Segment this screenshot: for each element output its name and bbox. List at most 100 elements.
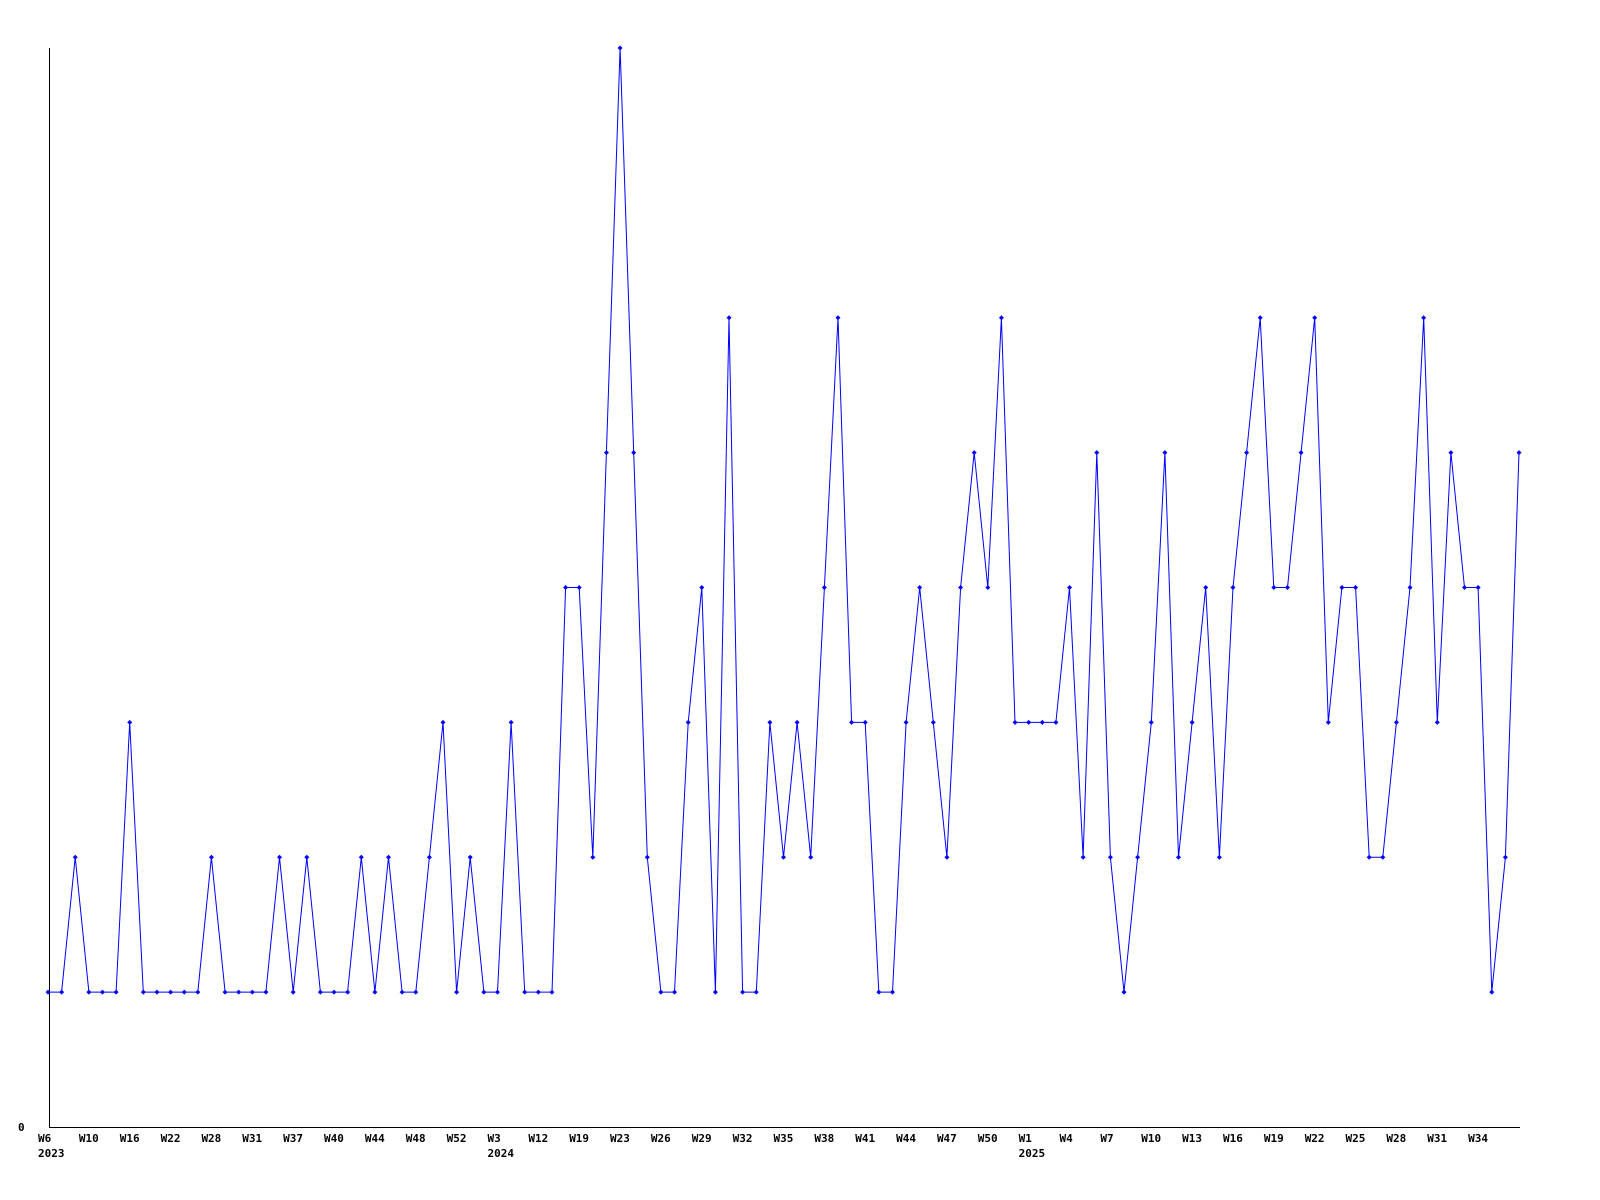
data-point bbox=[1189, 719, 1195, 725]
data-point bbox=[1448, 450, 1454, 456]
x-tick-label: W31 bbox=[1427, 1132, 1447, 1145]
data-point bbox=[699, 585, 705, 590]
data-point bbox=[1080, 854, 1086, 860]
data-point bbox=[1135, 854, 1141, 860]
data-point bbox=[277, 854, 283, 860]
data-point bbox=[712, 989, 718, 995]
data-point bbox=[1257, 315, 1263, 321]
x-tick-label: W31 bbox=[242, 1132, 262, 1145]
x-tick-label: W6 bbox=[38, 1132, 52, 1145]
data-point bbox=[304, 854, 310, 860]
x-tick-label: W41 bbox=[855, 1132, 875, 1145]
data-point bbox=[1393, 719, 1399, 725]
data-point bbox=[1502, 854, 1508, 860]
x-tick-label: W34 bbox=[1468, 1132, 1488, 1145]
data-point bbox=[331, 989, 337, 995]
data-point bbox=[1216, 854, 1222, 860]
data-point bbox=[1339, 585, 1345, 590]
data-point bbox=[522, 989, 528, 995]
x-tick-label: W28 bbox=[201, 1132, 221, 1145]
year-label: 2024 bbox=[487, 1147, 514, 1160]
data-point bbox=[985, 585, 991, 590]
data-point bbox=[767, 719, 773, 725]
data-point bbox=[290, 989, 296, 995]
data-point bbox=[1175, 854, 1181, 860]
data-point bbox=[576, 585, 582, 590]
data-point bbox=[1244, 450, 1250, 456]
data-point bbox=[195, 989, 201, 995]
data-point bbox=[399, 989, 405, 995]
x-tick-label: W16 bbox=[1223, 1132, 1243, 1145]
data-point bbox=[1203, 585, 1209, 590]
data-point bbox=[781, 854, 786, 860]
data-point bbox=[644, 854, 650, 860]
x-tick-label: W47 bbox=[937, 1132, 957, 1145]
data-point bbox=[876, 989, 882, 995]
x-tick-label: W35 bbox=[774, 1132, 794, 1145]
x-tick-label: W52 bbox=[447, 1132, 467, 1145]
data-point bbox=[426, 854, 432, 860]
x-tick-label: W48 bbox=[406, 1132, 426, 1145]
x-tick-label: W40 bbox=[324, 1132, 344, 1145]
data-point bbox=[1434, 719, 1440, 725]
data-point bbox=[413, 989, 419, 995]
data-point bbox=[740, 989, 746, 995]
x-tick-label: W29 bbox=[692, 1132, 712, 1145]
x-tick-label: W23 bbox=[610, 1132, 630, 1145]
data-point bbox=[1421, 315, 1427, 321]
x-tick-label: W44 bbox=[365, 1132, 385, 1145]
x-tick-label: W12 bbox=[528, 1132, 548, 1145]
data-point bbox=[1462, 585, 1468, 590]
data-point bbox=[1516, 450, 1522, 456]
data-point bbox=[1298, 450, 1304, 456]
data-point bbox=[658, 989, 664, 995]
data-point bbox=[249, 989, 255, 995]
data-point bbox=[181, 989, 187, 995]
data-point bbox=[1325, 719, 1331, 725]
data-point bbox=[45, 989, 51, 995]
x-tick-label: W50 bbox=[978, 1132, 998, 1145]
data-point bbox=[1094, 450, 1100, 456]
data-point bbox=[917, 585, 923, 590]
data-point bbox=[1312, 315, 1318, 321]
data-point bbox=[1353, 585, 1359, 590]
x-tick-label: W3 bbox=[487, 1132, 500, 1145]
data-point bbox=[481, 989, 487, 995]
x-tick-label: W19 bbox=[1264, 1132, 1284, 1145]
x-tick-label: W38 bbox=[814, 1132, 834, 1145]
data-point bbox=[726, 315, 732, 321]
data-point bbox=[685, 719, 691, 725]
data-point bbox=[1053, 719, 1059, 725]
data-point bbox=[467, 854, 473, 860]
data-point bbox=[1271, 585, 1277, 590]
x-tick-label: W22 bbox=[161, 1132, 181, 1145]
data-point bbox=[208, 854, 214, 860]
data-point bbox=[1230, 585, 1236, 590]
data-point bbox=[821, 585, 827, 590]
data-point bbox=[1012, 719, 1018, 725]
data-point bbox=[263, 989, 269, 995]
data-point bbox=[1026, 719, 1032, 725]
data-point bbox=[998, 315, 1004, 321]
data-point bbox=[930, 719, 936, 725]
data-point bbox=[1407, 585, 1413, 590]
data-point bbox=[113, 989, 119, 995]
data-point bbox=[99, 989, 105, 995]
data-point bbox=[154, 989, 160, 995]
data-point bbox=[1475, 585, 1481, 590]
x-tick-label: W37 bbox=[283, 1132, 303, 1145]
data-point bbox=[849, 719, 855, 725]
x-tick-label: W10 bbox=[79, 1132, 99, 1145]
data-point bbox=[494, 989, 500, 995]
year-label: 2025 bbox=[1019, 1147, 1046, 1160]
data-point bbox=[59, 989, 65, 995]
data-point bbox=[1148, 719, 1154, 725]
data-point bbox=[563, 585, 569, 590]
data-point bbox=[1162, 450, 1168, 456]
x-tick-label: W19 bbox=[569, 1132, 589, 1145]
data-point bbox=[168, 989, 174, 995]
data-point bbox=[603, 450, 609, 456]
data-point bbox=[358, 854, 364, 860]
year-label: 2023 bbox=[38, 1147, 65, 1160]
